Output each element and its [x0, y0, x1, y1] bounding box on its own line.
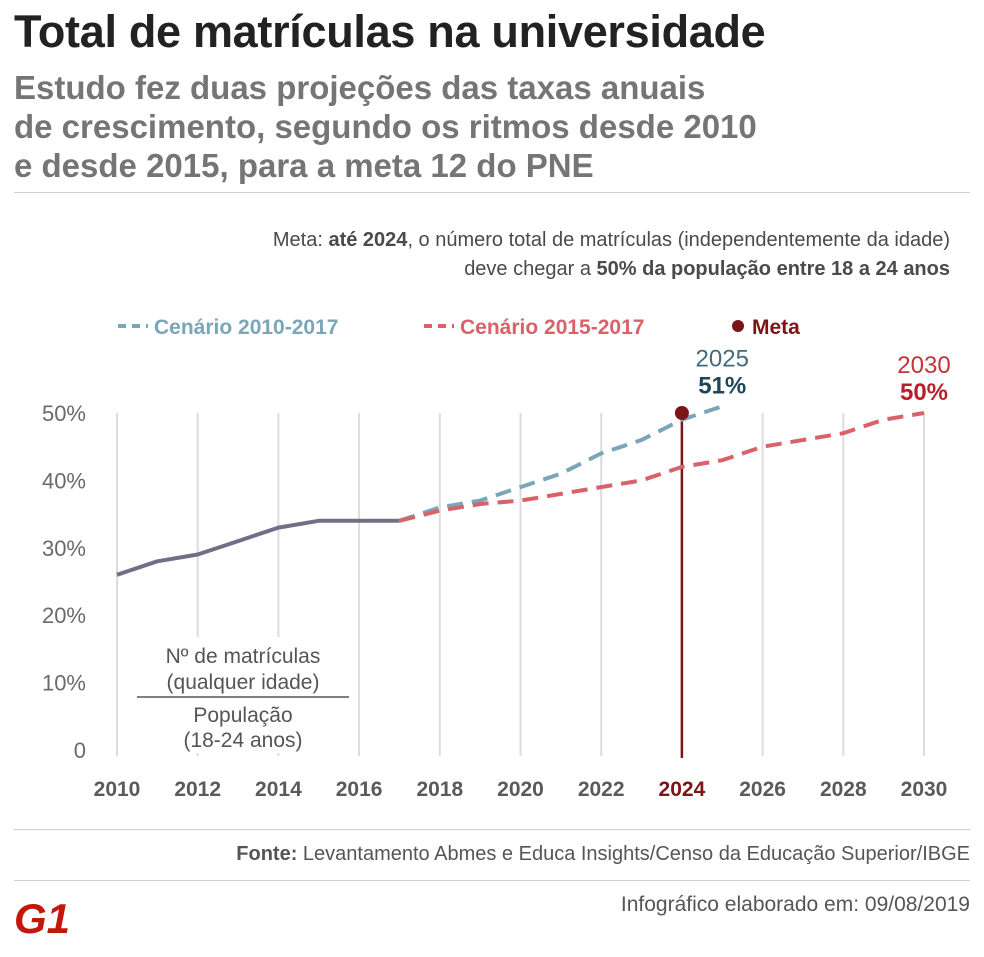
legend-label-0: Cenário 2010-2017 [154, 316, 338, 339]
x-tick-label: 2026 [739, 778, 786, 801]
x-tick-label: 2030 [901, 778, 948, 801]
subtitle-line: e desde 2015, para a meta 12 do PNE [14, 147, 594, 184]
source-label: Fonte: [236, 843, 298, 865]
y-tick-label: 0 [74, 738, 86, 763]
series-line-2 [398, 411, 925, 523]
legend-swatch-meta [732, 320, 744, 332]
note-text: Meta: [272, 229, 329, 251]
series-line-0 [116, 518, 400, 577]
subtitle-line: de crescimento, segundo os ritmos desde … [14, 108, 757, 145]
note-text: , o número total de matrículas (independ… [407, 229, 950, 251]
subtitle: Estudo fez duas projeções das taxas anua… [14, 68, 964, 185]
formula-numerator-2: (qualquer idade) [167, 671, 320, 694]
annotation-year-0: 2025 [696, 345, 749, 372]
g1-logo-text: G1 [14, 896, 70, 938]
page-title: Total de matrículas na universidade [14, 6, 766, 57]
meta-point [674, 406, 689, 420]
source-text: Levantamento Abmes e Educa Insights/Cens… [297, 843, 970, 865]
footer-divider [14, 829, 970, 830]
footer-divider-2 [14, 880, 970, 881]
meta-note: Meta: até 2024, o número total de matríc… [273, 226, 950, 284]
subtitle-line: Estudo fez duas projeções das taxas anua… [14, 69, 706, 106]
meta-note-line-2: deve chegar a 50% da população entre 18 … [273, 255, 950, 284]
top-divider [14, 192, 970, 193]
note-bold: até 2024 [328, 229, 408, 251]
formula-denominator-1: População [193, 704, 292, 727]
meta-note-line-1: Meta: até 2024, o número total de matríc… [273, 226, 950, 255]
x-tick-label: 2016 [336, 778, 383, 801]
x-tick-label: 2014 [255, 778, 302, 801]
formula-box [124, 637, 358, 753]
formula-numerator-1: Nº de matrículas [166, 645, 321, 668]
x-tick-label: 2028 [820, 778, 867, 801]
legend-label-meta: Meta [752, 316, 800, 339]
y-tick-label: 30% [42, 536, 86, 561]
x-tick-label: 2022 [578, 778, 625, 801]
y-tick-label: 10% [42, 671, 86, 696]
x-tick-label: 2012 [174, 778, 221, 801]
g1-logo: G1 [14, 896, 70, 938]
annotation-value-0: 51% [698, 372, 746, 399]
source-note: Fonte: Levantamento Abmes e Educa Insigh… [236, 843, 970, 866]
note-text: deve chegar a [464, 258, 597, 280]
x-tick-label: 2010 [94, 778, 141, 801]
x-tick-label: 2020 [497, 778, 544, 801]
x-tick-label: 2018 [416, 778, 463, 801]
x-tick-label: 2024 [659, 778, 706, 801]
credit-note: Infográfico elaborado em: 09/08/2019 [620, 893, 970, 916]
note-bold: 50% da população entre 18 a 24 anos [596, 258, 950, 280]
y-tick-label: 50% [42, 401, 86, 426]
formula-denominator-2: (18-24 anos) [183, 729, 302, 752]
y-tick-label: 20% [42, 603, 86, 628]
legend-label-1: Cenário 2015-2017 [460, 316, 644, 339]
annotation-value-1: 50% [900, 379, 948, 406]
series-line-1 [398, 404, 723, 523]
enrollment-chart: 0 10% 20% 30% 40% 50% 2010 2012 2014 2016 2018 2020… [42, 316, 951, 801]
annotation-year-1: 2030 [897, 352, 950, 379]
y-tick-label: 40% [42, 468, 86, 493]
